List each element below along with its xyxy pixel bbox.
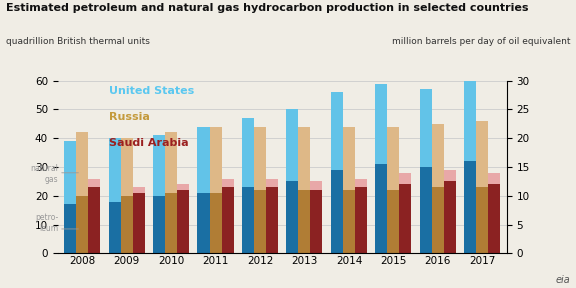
- Bar: [343, 190, 355, 253]
- Text: natural
gas: natural gas: [30, 164, 58, 183]
- Bar: [132, 187, 145, 193]
- Bar: [488, 173, 501, 184]
- Bar: [88, 179, 100, 187]
- Bar: [165, 132, 177, 193]
- Bar: [76, 132, 88, 196]
- Bar: [266, 179, 278, 187]
- Bar: [432, 187, 444, 253]
- Bar: [222, 179, 233, 187]
- Bar: [388, 190, 399, 253]
- Bar: [355, 187, 367, 253]
- Bar: [444, 170, 456, 181]
- Bar: [432, 124, 444, 187]
- Bar: [165, 193, 177, 253]
- Bar: [177, 184, 189, 190]
- Bar: [266, 187, 278, 253]
- Bar: [399, 173, 411, 184]
- Bar: [444, 181, 456, 253]
- Bar: [76, 196, 88, 253]
- Bar: [153, 135, 165, 196]
- Bar: [298, 127, 310, 190]
- Text: eia: eia: [555, 275, 570, 285]
- Bar: [254, 127, 266, 190]
- Bar: [198, 127, 210, 193]
- Bar: [355, 179, 367, 187]
- Bar: [488, 184, 501, 253]
- Bar: [108, 202, 120, 253]
- Text: Saudi Arabia: Saudi Arabia: [109, 138, 189, 148]
- Bar: [420, 167, 432, 253]
- Bar: [310, 181, 323, 190]
- Text: United States: United States: [109, 86, 195, 96]
- Bar: [298, 190, 310, 253]
- Bar: [177, 190, 189, 253]
- Bar: [132, 193, 145, 253]
- Bar: [64, 141, 76, 204]
- Text: Russia: Russia: [109, 112, 150, 122]
- Text: petro-
leum: petro- leum: [35, 213, 58, 232]
- Bar: [120, 196, 132, 253]
- Bar: [476, 121, 488, 187]
- Bar: [399, 184, 411, 253]
- Bar: [254, 190, 266, 253]
- Bar: [376, 84, 388, 164]
- Text: million barrels per day of oil equivalent: million barrels per day of oil equivalen…: [392, 37, 570, 46]
- Bar: [88, 187, 100, 253]
- Bar: [464, 81, 476, 161]
- Bar: [242, 118, 254, 187]
- Bar: [331, 92, 343, 170]
- Bar: [476, 187, 488, 253]
- Bar: [222, 187, 233, 253]
- Bar: [286, 109, 298, 181]
- Bar: [464, 161, 476, 253]
- Bar: [376, 164, 388, 253]
- Bar: [64, 204, 76, 253]
- Bar: [420, 89, 432, 167]
- Text: Estimated petroleum and natural gas hydrocarbon production in selected countries: Estimated petroleum and natural gas hydr…: [6, 3, 528, 13]
- Bar: [120, 138, 132, 196]
- Bar: [210, 127, 222, 193]
- Bar: [198, 193, 210, 253]
- Text: quadrillion British thermal units: quadrillion British thermal units: [6, 37, 150, 46]
- Bar: [153, 196, 165, 253]
- Bar: [286, 181, 298, 253]
- Bar: [108, 138, 120, 202]
- Bar: [242, 187, 254, 253]
- Bar: [310, 190, 323, 253]
- Bar: [388, 127, 399, 190]
- Bar: [343, 127, 355, 190]
- Bar: [331, 170, 343, 253]
- Bar: [210, 193, 222, 253]
